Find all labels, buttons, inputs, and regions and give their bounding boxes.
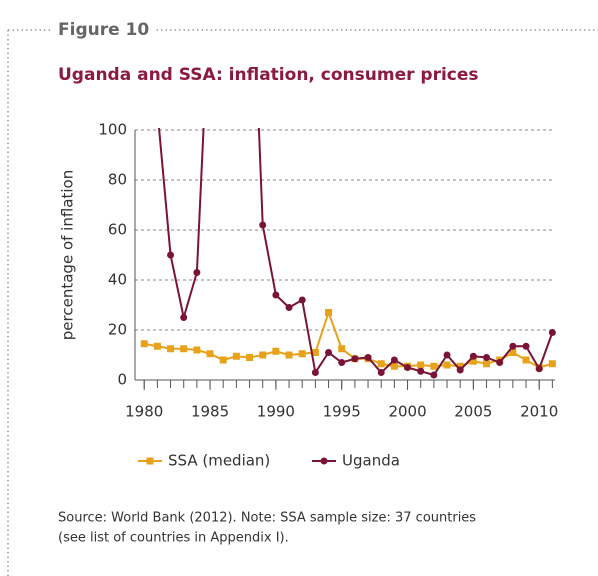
marker [496, 359, 504, 366]
marker [193, 269, 201, 276]
x-tick-label: 2000 [388, 403, 426, 421]
marker [246, 354, 254, 361]
marker [193, 346, 201, 354]
marker [443, 361, 451, 369]
marker [430, 371, 438, 379]
marker [338, 359, 346, 366]
chart-title: Uganda and SSA: inflation, consumer pric… [58, 65, 479, 85]
marker [272, 347, 280, 355]
marker [206, 350, 214, 358]
source-note: Source: World Bank (2012). Note: SSA sam… [58, 511, 476, 526]
marker [456, 366, 464, 374]
y-tick-label: 40 [108, 271, 127, 289]
marker [311, 349, 319, 356]
y-tick-label: 100 [98, 121, 127, 139]
marker [509, 349, 517, 356]
marker [483, 354, 491, 361]
marker [456, 362, 464, 370]
label-bg [52, 14, 156, 46]
marker [180, 314, 188, 321]
marker [390, 356, 398, 364]
legend-marker [146, 457, 154, 465]
y-axis-label: percentage of inflation [59, 170, 77, 340]
marker [522, 356, 530, 364]
marker [417, 367, 425, 375]
legend-label: SSA (median) [168, 452, 270, 470]
marker [548, 360, 556, 368]
marker [338, 345, 346, 353]
x-tick-label: 1985 [191, 403, 229, 421]
marker [167, 345, 175, 353]
marker [469, 352, 477, 360]
marker [509, 342, 517, 350]
marker [272, 291, 280, 299]
marker [404, 364, 412, 371]
marker [298, 350, 306, 358]
marker [259, 351, 267, 359]
marker [364, 354, 372, 361]
marker [548, 329, 556, 336]
marker [535, 365, 543, 373]
marker [298, 296, 306, 304]
marker [325, 349, 333, 356]
marker [325, 309, 333, 316]
marker [232, 352, 240, 360]
marker [180, 345, 188, 353]
marker [351, 355, 359, 363]
y-tick-label: 60 [108, 221, 127, 239]
marker [259, 221, 267, 229]
x-tick-label: 1995 [323, 403, 361, 421]
series-line [158, 128, 554, 377]
y-tick-label: 80 [108, 171, 127, 189]
x-tick-label: 2010 [520, 403, 558, 421]
marker [311, 369, 319, 376]
x-tick-label: 1990 [257, 403, 295, 421]
source-note: (see list of countries in Appendix I). [58, 531, 289, 546]
marker [469, 357, 477, 365]
marker [153, 342, 161, 350]
marker [167, 251, 175, 259]
marker [522, 342, 530, 350]
legend-label: Uganda [342, 452, 400, 470]
x-tick-label: 1980 [125, 403, 163, 421]
marker [417, 361, 425, 369]
y-tick-label: 20 [108, 321, 127, 339]
figure-label: Figure 10 [58, 20, 149, 40]
marker [430, 362, 438, 370]
marker [390, 362, 398, 370]
marker [285, 304, 293, 311]
marker [154, 107, 161, 114]
legend-marker [320, 457, 328, 465]
marker [443, 351, 451, 359]
marker [377, 369, 385, 376]
marker [285, 351, 293, 359]
marker [140, 340, 148, 348]
plot [140, 107, 556, 379]
marker [377, 360, 385, 368]
x-tick-label: 2005 [454, 403, 492, 421]
marker [219, 356, 227, 364]
marker [483, 360, 491, 368]
y-tick-label: 0 [117, 371, 127, 389]
